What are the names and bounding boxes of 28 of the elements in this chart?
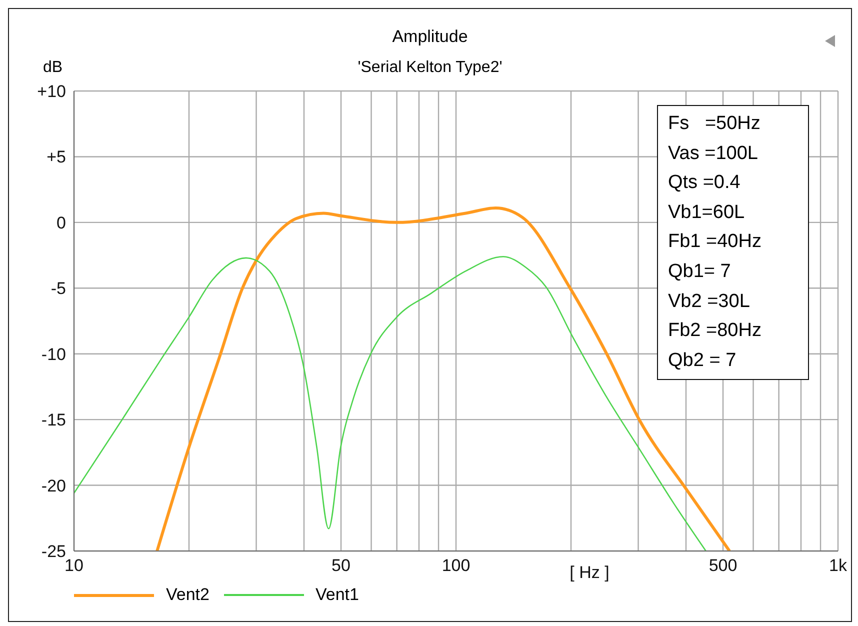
annotation: Fs =50Hz — [668, 112, 762, 136]
y-tick-label: +5 — [46, 148, 66, 167]
annotation: Fb1 =40Hz — [668, 230, 762, 254]
y-tick-label: -20 — [41, 476, 66, 496]
y-tick-label: -10 — [41, 344, 66, 364]
annotation: Qb1= 7 — [668, 260, 732, 284]
x-tick-label: 500 — [708, 556, 738, 576]
chart-subtitle: 'Serial Kelton Type2' — [358, 59, 502, 76]
x-tick-label: 50 — [332, 556, 350, 576]
legend-label: Vent2 — [166, 585, 210, 605]
legend-label: Vent1 — [316, 585, 359, 605]
x-tick-label: 1k — [829, 556, 848, 576]
annotation: Vas =100L — [668, 142, 759, 166]
x-tick-label: 10 — [64, 556, 84, 576]
chart-title: Amplitude — [391, 27, 469, 47]
annotation: Vb1=60L — [668, 200, 746, 225]
x-tick-label: 100 — [442, 556, 470, 576]
annotation: Vb2 =30L — [668, 290, 751, 314]
y-tick-label: -15 — [41, 410, 66, 430]
y-tick-label: +10 — [37, 82, 66, 102]
y-tick-label: -5 — [50, 279, 66, 298]
annotation: Qts =0.4 — [668, 171, 742, 196]
y-tick-label: 0 — [56, 213, 66, 232]
y-axis-title: dB — [43, 59, 63, 77]
annotation: Qb2 = 7 — [668, 348, 738, 373]
annotation: Fb2 =80Hz — [668, 319, 762, 344]
y-tick-label: -25 — [41, 542, 66, 562]
x-axis-title: [ Hz ] — [570, 563, 610, 582]
